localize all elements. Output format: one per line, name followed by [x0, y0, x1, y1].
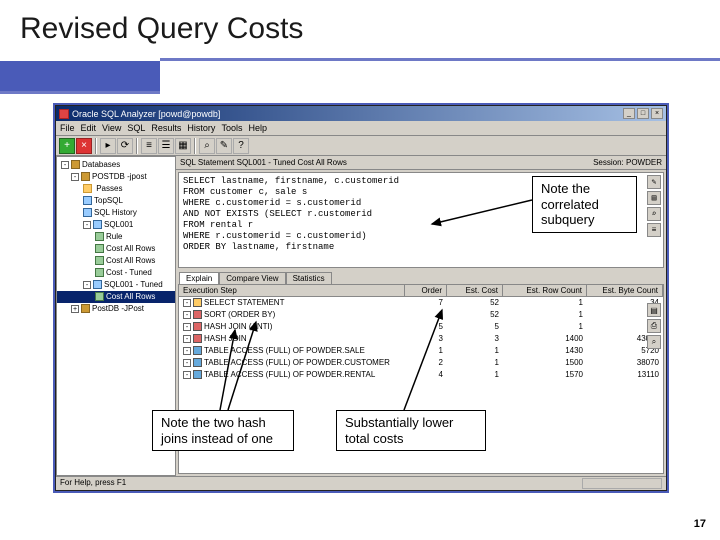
menu-view[interactable]: View — [102, 123, 121, 133]
sql-tool-icon[interactable]: ⌕ — [647, 207, 661, 221]
menu-results[interactable]: Results — [151, 123, 181, 133]
app-icon — [59, 109, 69, 119]
window-title: Oracle SQL Analyzer [powd@powdb] — [72, 109, 220, 119]
maximize-button[interactable]: □ — [637, 108, 649, 119]
tab-explain[interactable]: Explain — [179, 272, 219, 284]
slide-title: Revised Query Costs — [0, 0, 720, 50]
tree-item[interactable]: Cost All Rows — [57, 243, 175, 255]
toolbar-button-6[interactable]: ☰ — [158, 138, 174, 154]
col-rows: Est. Row Count — [503, 285, 587, 296]
tabs: Explain Compare View Statistics — [176, 270, 666, 284]
menu-bar: File Edit View SQL Results History Tools… — [56, 121, 666, 136]
accent-block — [0, 61, 160, 91]
tree-item[interactable]: -POSTDB -jpost — [57, 171, 175, 183]
statusbar-text: For Help, press F1 — [60, 478, 126, 489]
tree-item[interactable]: -SQL001 — [57, 219, 175, 231]
statusbar-segment — [582, 478, 662, 489]
plan-row[interactable]: -HASH JOIN33140043000 — [179, 333, 663, 345]
plan-row[interactable]: -SELECT STATEMENT752134 — [179, 297, 663, 309]
col-cost: Est. Cost — [447, 285, 503, 296]
menu-help[interactable]: Help — [248, 123, 267, 133]
menu-tools[interactable]: Tools — [221, 123, 242, 133]
window-titlebar: Oracle SQL Analyzer [powd@powdb] _ □ × — [56, 106, 666, 121]
close-button[interactable]: × — [651, 108, 663, 119]
toolbar: + × ▸ ⟳ ≡ ☰ ▦ ⌕ ✎ ? — [56, 136, 666, 156]
toolbar-button-7[interactable]: ▦ — [175, 138, 191, 154]
accent-shadow — [0, 91, 160, 94]
sql-tool-icon[interactable]: ≡ — [647, 223, 661, 237]
toolbar-help-button[interactable]: ? — [233, 138, 249, 154]
tree-item[interactable]: Cost All Rows — [57, 291, 175, 303]
toolbar-button-9[interactable]: ✎ — [216, 138, 232, 154]
tree-item[interactable]: Cost - Tuned — [57, 267, 175, 279]
toolbar-run-button[interactable]: ▸ — [100, 138, 116, 154]
statusbar: For Help, press F1 — [56, 476, 666, 490]
session-label: Session: POWDER — [593, 158, 662, 167]
page-number: 17 — [694, 518, 706, 530]
tree-item[interactable]: Cost All Rows — [57, 255, 175, 267]
tree-item[interactable]: TopSQL — [57, 195, 175, 207]
sql-header-label: SQL Statement SQL001 - Tuned Cost All Ro… — [180, 158, 347, 167]
menu-sql[interactable]: SQL — [127, 123, 145, 133]
plan-row[interactable]: -SORT (ORDER BY)652134 — [179, 309, 663, 321]
tree-item[interactable]: -SQL001 - Tuned — [57, 279, 175, 291]
plan-tool-icon[interactable]: ▤ — [647, 303, 661, 317]
tree-item[interactable]: SQL History — [57, 207, 175, 219]
toolbar-button-8[interactable]: ⌕ — [199, 138, 215, 154]
tree-item[interactable]: +PostDB -JPost — [57, 303, 175, 315]
col-bytes: Est. Byte Count — [587, 285, 663, 296]
tree-root[interactable]: Databases — [82, 160, 120, 169]
toolbar-add-button[interactable]: + — [59, 138, 75, 154]
sql-tool-icon[interactable]: ✎ — [647, 175, 661, 189]
plan-tool-icon[interactable]: ⌕ — [647, 335, 661, 349]
menu-file[interactable]: File — [60, 123, 75, 133]
col-order: Order — [405, 285, 447, 296]
plan-header: Execution Step Order Est. Cost Est. Row … — [179, 285, 663, 297]
tab-compare[interactable]: Compare View — [219, 272, 285, 284]
minimize-button[interactable]: _ — [623, 108, 635, 119]
plan-tool-icon[interactable]: ⎙ — [647, 319, 661, 333]
tree-item[interactable]: Rule — [57, 231, 175, 243]
plan-row[interactable]: -TABLE ACCESS (FULL) OF POWDER.SALE11143… — [179, 345, 663, 357]
callout-correlated-subquery: Note the correlated subquery — [532, 176, 637, 233]
toolbar-button-5[interactable]: ≡ — [141, 138, 157, 154]
plan-row[interactable]: -HASH JOIN (ANTI)55134 — [179, 321, 663, 333]
callout-lower-costs: Substantially lower total costs — [336, 410, 486, 451]
tree-item[interactable]: Passes — [57, 183, 175, 195]
tab-statistics[interactable]: Statistics — [286, 272, 332, 284]
toolbar-remove-button[interactable]: × — [76, 138, 92, 154]
plan-row[interactable]: -TABLE ACCESS (FULL) OF POWDER.RENTAL411… — [179, 369, 663, 381]
sql-tool-icon[interactable]: ▤ — [647, 191, 661, 205]
toolbar-refresh-button[interactable]: ⟳ — [117, 138, 133, 154]
menu-edit[interactable]: Edit — [81, 123, 97, 133]
callout-hash-joins: Note the two hash joins instead of one — [152, 410, 294, 451]
sql-line: ORDER BY lastname, firstname — [183, 242, 659, 253]
col-step: Execution Step — [179, 285, 405, 296]
plan-row[interactable]: -TABLE ACCESS (FULL) OF POWDER.CUSTOMER2… — [179, 357, 663, 369]
accent-bar — [160, 58, 720, 61]
menu-history[interactable]: History — [187, 123, 215, 133]
